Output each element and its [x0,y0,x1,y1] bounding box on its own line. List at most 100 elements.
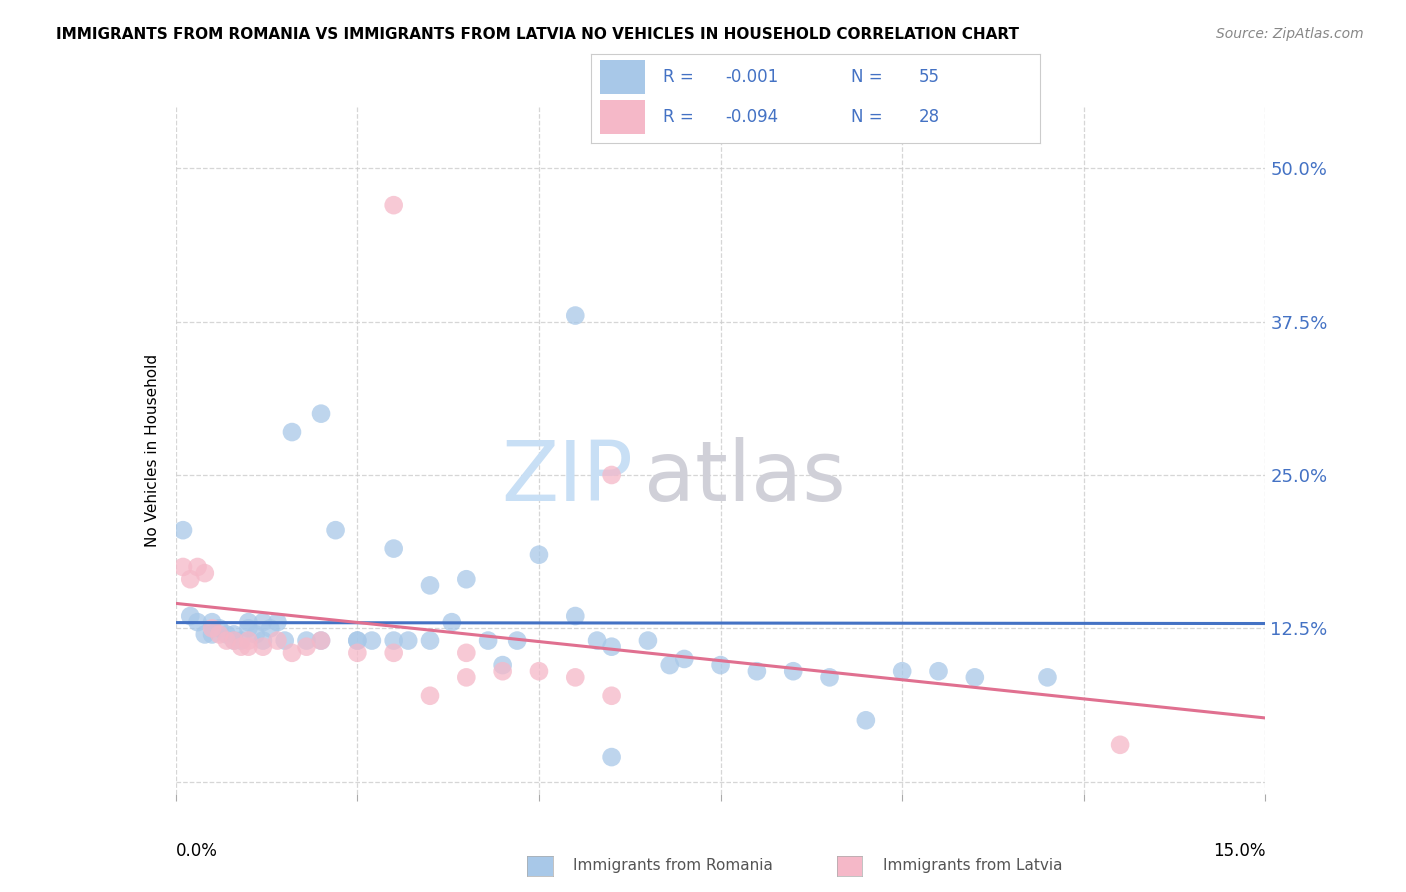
Point [281,646,304,660]
Point [382,541,405,556]
Text: atlas: atlas [644,437,846,518]
Point [527,664,550,679]
Point [419,633,441,648]
Point [346,633,368,648]
Point [855,714,877,728]
Point [266,615,288,630]
Point [325,523,347,537]
Point [600,640,623,654]
Point [673,652,696,666]
Point [222,627,245,641]
Point [527,548,550,562]
Point [637,633,659,648]
Point [1109,738,1132,752]
Point [194,566,217,581]
Point [456,572,478,586]
Point [179,609,201,624]
Point [245,627,267,641]
Point [1036,670,1059,684]
Point [238,633,260,648]
Text: N =: N = [852,68,889,86]
Point [419,689,441,703]
FancyBboxPatch shape [599,60,644,94]
Point [274,633,297,648]
Point [309,407,332,421]
Text: 55: 55 [920,68,941,86]
Point [208,627,231,641]
Point [238,615,260,630]
Point [600,750,623,764]
Point [186,560,209,574]
Point [564,670,586,684]
Point [396,633,419,648]
Point [600,467,623,482]
Text: N =: N = [852,108,889,126]
Point [309,633,332,648]
Point [419,578,441,592]
Point [891,664,914,679]
Point [231,633,253,648]
Point [492,664,515,679]
Point [492,658,515,673]
Text: R =: R = [662,108,699,126]
Point [360,633,382,648]
Point [346,646,368,660]
Point [172,560,194,574]
Point [382,633,405,648]
Point [745,664,768,679]
Point [266,633,288,648]
Point [259,621,281,635]
Point [346,633,368,648]
Y-axis label: No Vehicles in Household: No Vehicles in Household [145,354,160,547]
Point [215,627,238,641]
Text: 28: 28 [920,108,941,126]
Text: Immigrants from Romania: Immigrants from Romania [534,858,773,872]
Point [194,627,217,641]
Point [440,615,463,630]
Text: 0.0%: 0.0% [176,842,218,860]
Point [215,633,238,648]
Text: -0.094: -0.094 [725,108,779,126]
Text: R =: R = [662,68,699,86]
Point [309,633,332,648]
Text: -0.001: -0.001 [725,68,779,86]
Text: Source: ZipAtlas.com: Source: ZipAtlas.com [1216,27,1364,41]
Point [208,621,231,635]
Text: IMMIGRANTS FROM ROMANIA VS IMMIGRANTS FROM LATVIA NO VEHICLES IN HOUSEHOLD CORRE: IMMIGRANTS FROM ROMANIA VS IMMIGRANTS FR… [56,27,1019,42]
Point [963,670,986,684]
Point [238,640,260,654]
Point [710,658,733,673]
Point [818,670,841,684]
Point [252,615,274,630]
Point [295,640,318,654]
Point [782,664,804,679]
Point [564,609,586,624]
Point [222,633,245,648]
Point [295,633,318,648]
Point [586,633,609,648]
Point [238,621,260,635]
Point [201,621,224,635]
Point [186,615,209,630]
Point [252,640,274,654]
Point [564,309,586,323]
FancyBboxPatch shape [599,100,644,134]
Text: ZIP: ZIP [502,437,633,518]
Point [201,627,224,641]
Point [506,633,529,648]
Point [281,425,304,439]
Point [456,646,478,660]
Point [456,670,478,684]
Point [179,572,201,586]
Text: Immigrants from Latvia: Immigrants from Latvia [844,858,1062,872]
Point [382,646,405,660]
Point [252,633,274,648]
Point [658,658,681,673]
Point [382,198,405,212]
Point [201,615,224,630]
Point [231,640,253,654]
Text: 15.0%: 15.0% [1213,842,1265,860]
Point [222,633,245,648]
Point [477,633,499,648]
Point [600,689,623,703]
